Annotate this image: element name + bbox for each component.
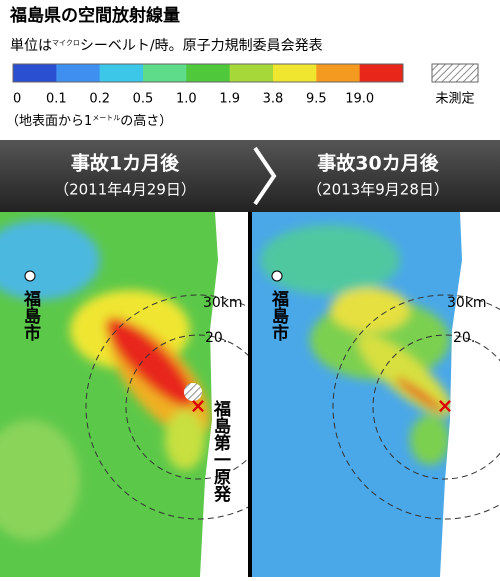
- note-text: （地表面から1: [6, 114, 92, 129]
- subtitle-text: シーベルト/時。原子力規制委員会発表: [80, 38, 323, 54]
- legend-tick-label: 0: [13, 92, 21, 107]
- plant-marker: ×: [437, 394, 454, 418]
- panel-date: （2013年9月28日）: [307, 181, 449, 199]
- note-text: の高さ）: [120, 113, 172, 129]
- legend-swatch: [13, 64, 57, 82]
- legend-tick-label: 9.5: [306, 92, 327, 107]
- title: 福島県の空間放射線量: [9, 5, 180, 26]
- legend-tick-label: 1.0: [176, 92, 197, 107]
- subtitle-ruby: マイクロ: [52, 39, 80, 47]
- ring-label: 20.: [205, 330, 227, 346]
- city-label: 福島市: [20, 289, 42, 341]
- panel-date: （2011年4月29日）: [54, 181, 196, 199]
- ring-label: 30km: [203, 295, 243, 311]
- legend: 0 0.1 0.2 0.5 1.0 1.9 3.8 9.5 19.0: [12, 63, 404, 107]
- legend-swatch: [273, 64, 317, 82]
- map-left: ×: [0, 212, 248, 577]
- unmeasured-label: 未測定: [435, 92, 474, 107]
- subtitle: 単位はマイクロシーベルト/時。原子力規制委員会発表: [10, 38, 323, 54]
- subtitle-text: 単位は: [10, 38, 52, 54]
- legend-note: （地表面から1メートルの高さ）: [6, 113, 172, 129]
- legend-swatch: [56, 64, 101, 82]
- panel-header: [0, 140, 500, 212]
- legend-swatch: [143, 64, 187, 82]
- panel-heading: 事故30カ月後: [317, 152, 439, 175]
- arrow: [253, 146, 277, 206]
- legend-tick-label: 0.5: [133, 92, 154, 107]
- plant-marker: ×: [190, 394, 207, 418]
- panel-heading: 事故1カ月後: [71, 152, 180, 175]
- ring-label: 20.: [453, 330, 475, 346]
- legend-swatch: [229, 64, 274, 82]
- map-right: ×: [252, 212, 500, 577]
- legend-tick-label: 3.8: [263, 92, 284, 107]
- legend-frame: [12, 63, 404, 83]
- legend-tick-label: 0.1: [46, 92, 67, 107]
- divider: [248, 212, 252, 577]
- legend-tick-label: 1.9: [219, 92, 240, 107]
- legend-swatch: [186, 64, 231, 82]
- legend-swatch: [359, 64, 404, 82]
- legend-swatch: [99, 64, 144, 82]
- ring-label: 30km: [447, 295, 487, 311]
- city-label: 福島市: [268, 289, 290, 341]
- unmeasured-swatch: [431, 63, 479, 83]
- legend-tick-label: 19.0: [345, 92, 374, 107]
- legend-swatch: [316, 64, 361, 82]
- legend-tick-label: 0.2: [89, 92, 110, 107]
- note-ruby: メートル: [92, 114, 120, 122]
- plant-label: 福島第一原発: [210, 399, 232, 503]
